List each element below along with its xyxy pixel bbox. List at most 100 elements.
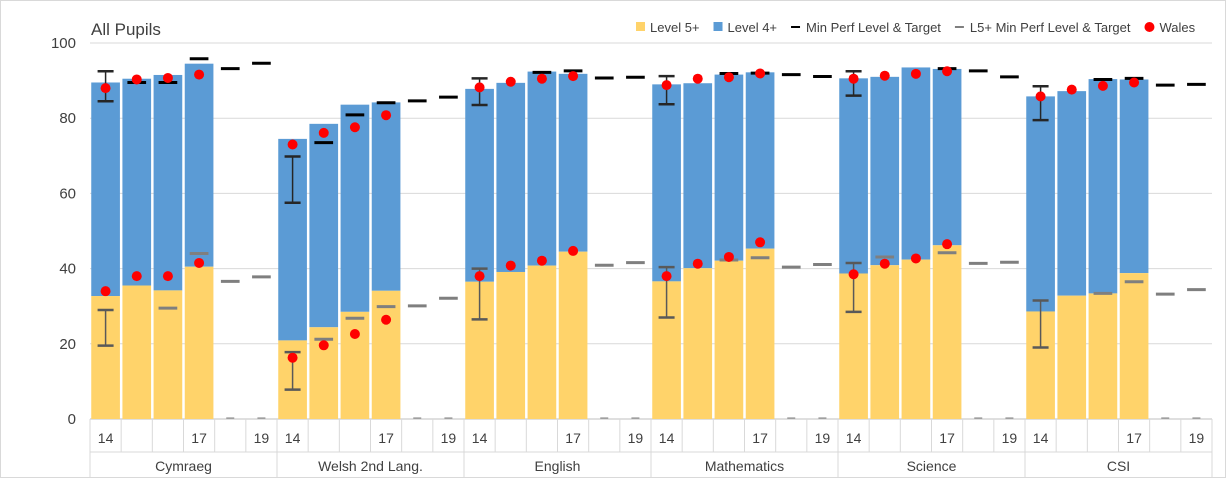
- wales-dot: [942, 66, 953, 77]
- bar-level4: [558, 73, 588, 252]
- wales-dot: [287, 352, 298, 363]
- wales-dot: [661, 271, 672, 282]
- wales-dot: [474, 82, 485, 93]
- y-tick-label: 40: [59, 261, 76, 278]
- bar-level5: [932, 245, 962, 419]
- bar-level4: [184, 63, 214, 267]
- legend-swatch: [636, 22, 645, 31]
- x-tick-label: 17: [939, 430, 955, 446]
- bar-level5: [184, 266, 214, 419]
- x-tick-label: 17: [191, 430, 207, 446]
- y-tick-label: 0: [68, 411, 76, 428]
- category-label: CSI: [1107, 458, 1130, 474]
- wales-dot: [568, 245, 579, 256]
- wales-dot: [505, 260, 516, 271]
- bar-level4: [527, 71, 557, 266]
- wales-dot: [1129, 77, 1140, 88]
- wales-dot: [910, 68, 921, 79]
- wales-dot: [381, 110, 392, 121]
- wales-dot: [349, 122, 360, 133]
- bar-level4: [1088, 79, 1118, 294]
- x-tick-label: 14: [98, 430, 114, 446]
- x-tick-label: 17: [752, 430, 768, 446]
- bar-level4: [340, 104, 370, 312]
- wales-dot: [755, 237, 766, 248]
- bar-level5: [745, 248, 775, 419]
- x-tick-label: 14: [846, 430, 862, 446]
- bar-level4: [652, 84, 681, 282]
- bar-level5: [153, 290, 183, 419]
- legend-label: Wales: [1159, 20, 1195, 35]
- legend-label: Min Perf Level & Target: [806, 20, 941, 35]
- category-label: Cymraeg: [155, 458, 212, 474]
- wales-dot: [131, 271, 142, 282]
- wales-dot: [349, 329, 360, 340]
- wales-dot: [100, 286, 111, 297]
- wales-dot: [474, 271, 485, 282]
- legend-label: Level 4+: [728, 20, 778, 35]
- wales-dot: [194, 69, 205, 80]
- wales-dot: [1066, 84, 1077, 95]
- markers: [97, 57, 1206, 419]
- chart-title: All Pupils: [91, 20, 161, 39]
- bar-level4: [122, 78, 152, 286]
- bar-level5: [901, 259, 931, 419]
- wales-dot: [879, 70, 890, 81]
- wales-dot: [194, 257, 205, 268]
- x-tick-label: 14: [472, 430, 488, 446]
- x-tick-label: 19: [628, 430, 644, 446]
- wales-dot: [723, 72, 734, 83]
- wales-dot: [942, 239, 953, 250]
- legend-label: Level 5+: [650, 20, 700, 35]
- x-tick-label: 14: [1033, 430, 1049, 446]
- wales-dot: [162, 72, 173, 83]
- x-tick-label: 14: [659, 430, 675, 446]
- bar-level4: [153, 74, 183, 291]
- wales-dot: [879, 258, 890, 269]
- wales-dot: [536, 73, 547, 84]
- wales-dot: [318, 340, 329, 351]
- wales-dot: [755, 68, 766, 79]
- bar-level5: [371, 290, 401, 419]
- category-label: English: [535, 458, 581, 474]
- wales-dot: [536, 255, 547, 266]
- bar-level4: [1026, 96, 1055, 312]
- y-tick-label: 20: [59, 336, 76, 353]
- y-tick-label: 60: [59, 185, 76, 202]
- wales-dot: [318, 127, 329, 138]
- x-tick-label: 19: [1002, 430, 1018, 446]
- bar-level5: [527, 265, 557, 419]
- wales-dot: [287, 139, 298, 150]
- legend-swatch: [1144, 22, 1155, 32]
- bar-level5: [340, 311, 370, 419]
- legend-swatch: [713, 22, 723, 31]
- legend: Level 5+ Level 4+ Min Perf Level & Target L…: [636, 20, 1196, 35]
- bar-level5: [870, 265, 900, 419]
- x-tick-label: 17: [378, 430, 394, 446]
- bar-level4: [496, 82, 526, 272]
- wales-dot: [505, 76, 516, 87]
- wales-dot: [568, 71, 579, 82]
- wales-dot: [381, 314, 392, 325]
- x-tick-label: 17: [565, 430, 581, 446]
- bar-level4: [309, 123, 339, 328]
- bar-level4: [683, 83, 713, 269]
- x-tick-label: 19: [1189, 430, 1205, 446]
- wales-dot: [162, 271, 173, 282]
- wales-dot: [1097, 80, 1108, 91]
- bar-level5: [1088, 293, 1118, 419]
- wales-dot: [910, 253, 921, 264]
- bar-level4: [901, 67, 931, 260]
- bar-level5: [558, 251, 588, 419]
- y-tick-label: 80: [59, 110, 76, 127]
- x-tick-label: 19: [441, 430, 457, 446]
- category-label: Science: [907, 458, 957, 474]
- x-tick-label: 19: [815, 430, 831, 446]
- bar-level5: [122, 285, 152, 419]
- bar-level5: [496, 271, 526, 419]
- bar-level5: [683, 268, 713, 419]
- bar-level5: [1057, 295, 1087, 419]
- category-label: Mathematics: [705, 458, 784, 474]
